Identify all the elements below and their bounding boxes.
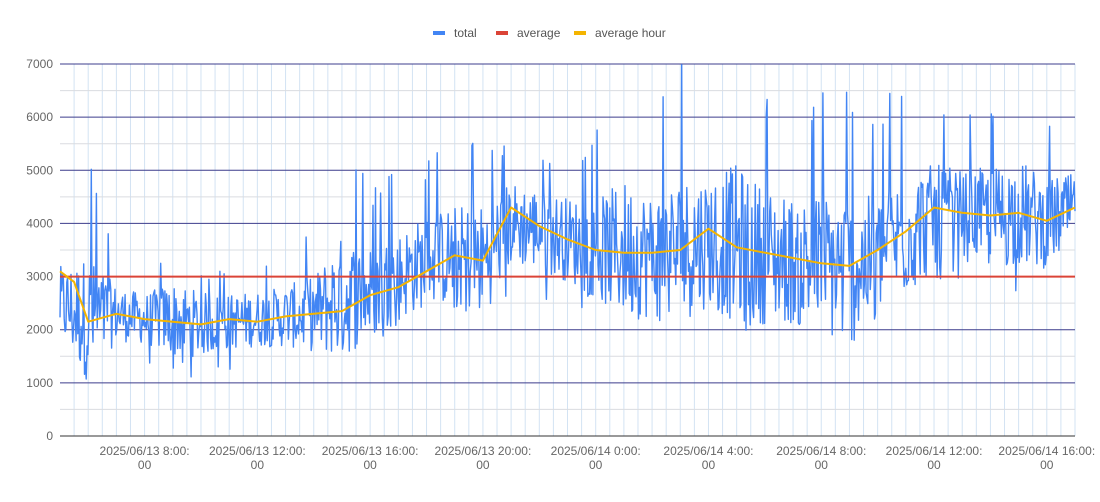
legend-label-average-hour: average hour [595, 26, 666, 40]
x-tick-label: 2025/06/13 20:00: [435, 444, 532, 458]
x-tick-label: 2025/06/14 16:00: [998, 444, 1095, 458]
y-axis-ticks: 0 1000 2000 3000 4000 5000 6000 7000 [26, 57, 53, 443]
y-tick-label: 3000 [26, 270, 53, 284]
x-tick-label-line2: 00 [1040, 458, 1054, 472]
legend-swatch-average [496, 31, 508, 35]
x-tick-label: 2025/06/13 12:00: [209, 444, 306, 458]
x-tick-label: 2025/06/14 0:00: [551, 444, 641, 458]
x-tick-label-line2: 00 [251, 458, 265, 472]
y-tick-label: 5000 [26, 163, 53, 177]
x-tick-label-line2: 00 [476, 458, 490, 472]
legend-label-total: total [454, 26, 477, 40]
legend-label-average: average [517, 26, 561, 40]
series-layer [59, 64, 1076, 380]
x-tick-label-line2: 00 [589, 458, 603, 472]
y-tick-label: 7000 [26, 57, 53, 71]
y-tick-label: 0 [46, 429, 53, 443]
x-tick-label: 2025/06/14 8:00: [776, 444, 866, 458]
x-tick-label-line2: 00 [927, 458, 941, 472]
series-average-hour-line [59, 206, 1076, 326]
x-tick-label: 2025/06/14 12:00: [886, 444, 983, 458]
x-tick-label-line2: 00 [702, 458, 716, 472]
x-tick-label-line2: 00 [363, 458, 377, 472]
x-tick-label: 2025/06/13 16:00: [322, 444, 419, 458]
legend-swatch-average-hour [574, 31, 586, 35]
x-tick-label-line2: 00 [815, 458, 829, 472]
x-tick-label: 2025/06/13 8:00: [100, 444, 190, 458]
x-tick-label: 2025/06/14 4:00: [663, 444, 753, 458]
legend-swatch-total [433, 31, 445, 35]
legend: total average average hour [433, 26, 666, 40]
y-tick-label: 4000 [26, 216, 53, 230]
y-tick-label: 1000 [26, 376, 53, 390]
y-tick-label: 2000 [26, 323, 53, 337]
x-tick-label-line2: 00 [138, 458, 152, 472]
y-gridlines [60, 63, 1075, 410]
y-tick-label: 6000 [26, 110, 53, 124]
